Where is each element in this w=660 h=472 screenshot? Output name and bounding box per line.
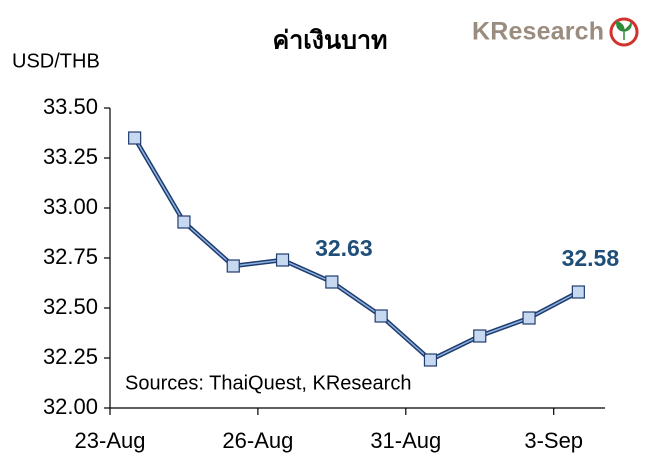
- logo-text: KResearch: [472, 18, 604, 46]
- y-tick-label: 32.25: [43, 344, 98, 369]
- data-point: [571, 285, 585, 299]
- data-point: [522, 311, 536, 325]
- data-label: 32.63: [315, 235, 373, 261]
- y-tick-label: 33.50: [43, 94, 98, 119]
- data-point: [325, 275, 339, 289]
- y-axis-label: USD/THB: [12, 50, 100, 72]
- source-note: Sources: ThaiQuest, KResearch: [125, 372, 411, 394]
- y-tick-label: 33.00: [43, 194, 98, 219]
- data-point: [226, 259, 240, 273]
- data-point: [128, 131, 142, 145]
- data-line: [134, 137, 579, 361]
- x-tick-label: 23-Aug: [75, 428, 146, 453]
- data-point: [374, 309, 388, 323]
- y-tick-label: 32.00: [43, 394, 98, 419]
- x-tick-label: 31-Aug: [370, 428, 441, 453]
- x-tick-label: 3-Sep: [524, 428, 583, 453]
- logo-icon: [609, 17, 639, 47]
- data-label: 32.58: [562, 245, 620, 271]
- data-point: [423, 353, 438, 367]
- chart-title: ค่าเงินบาท: [273, 27, 388, 55]
- x-tick-label: 26-Aug: [222, 428, 293, 453]
- y-tick-label: 32.75: [43, 244, 98, 269]
- y-tick-label: 32.50: [43, 294, 98, 319]
- y-tick-label: 33.25: [43, 144, 98, 169]
- data-point: [473, 329, 487, 343]
- data-point: [275, 253, 290, 267]
- data-point: [177, 215, 191, 229]
